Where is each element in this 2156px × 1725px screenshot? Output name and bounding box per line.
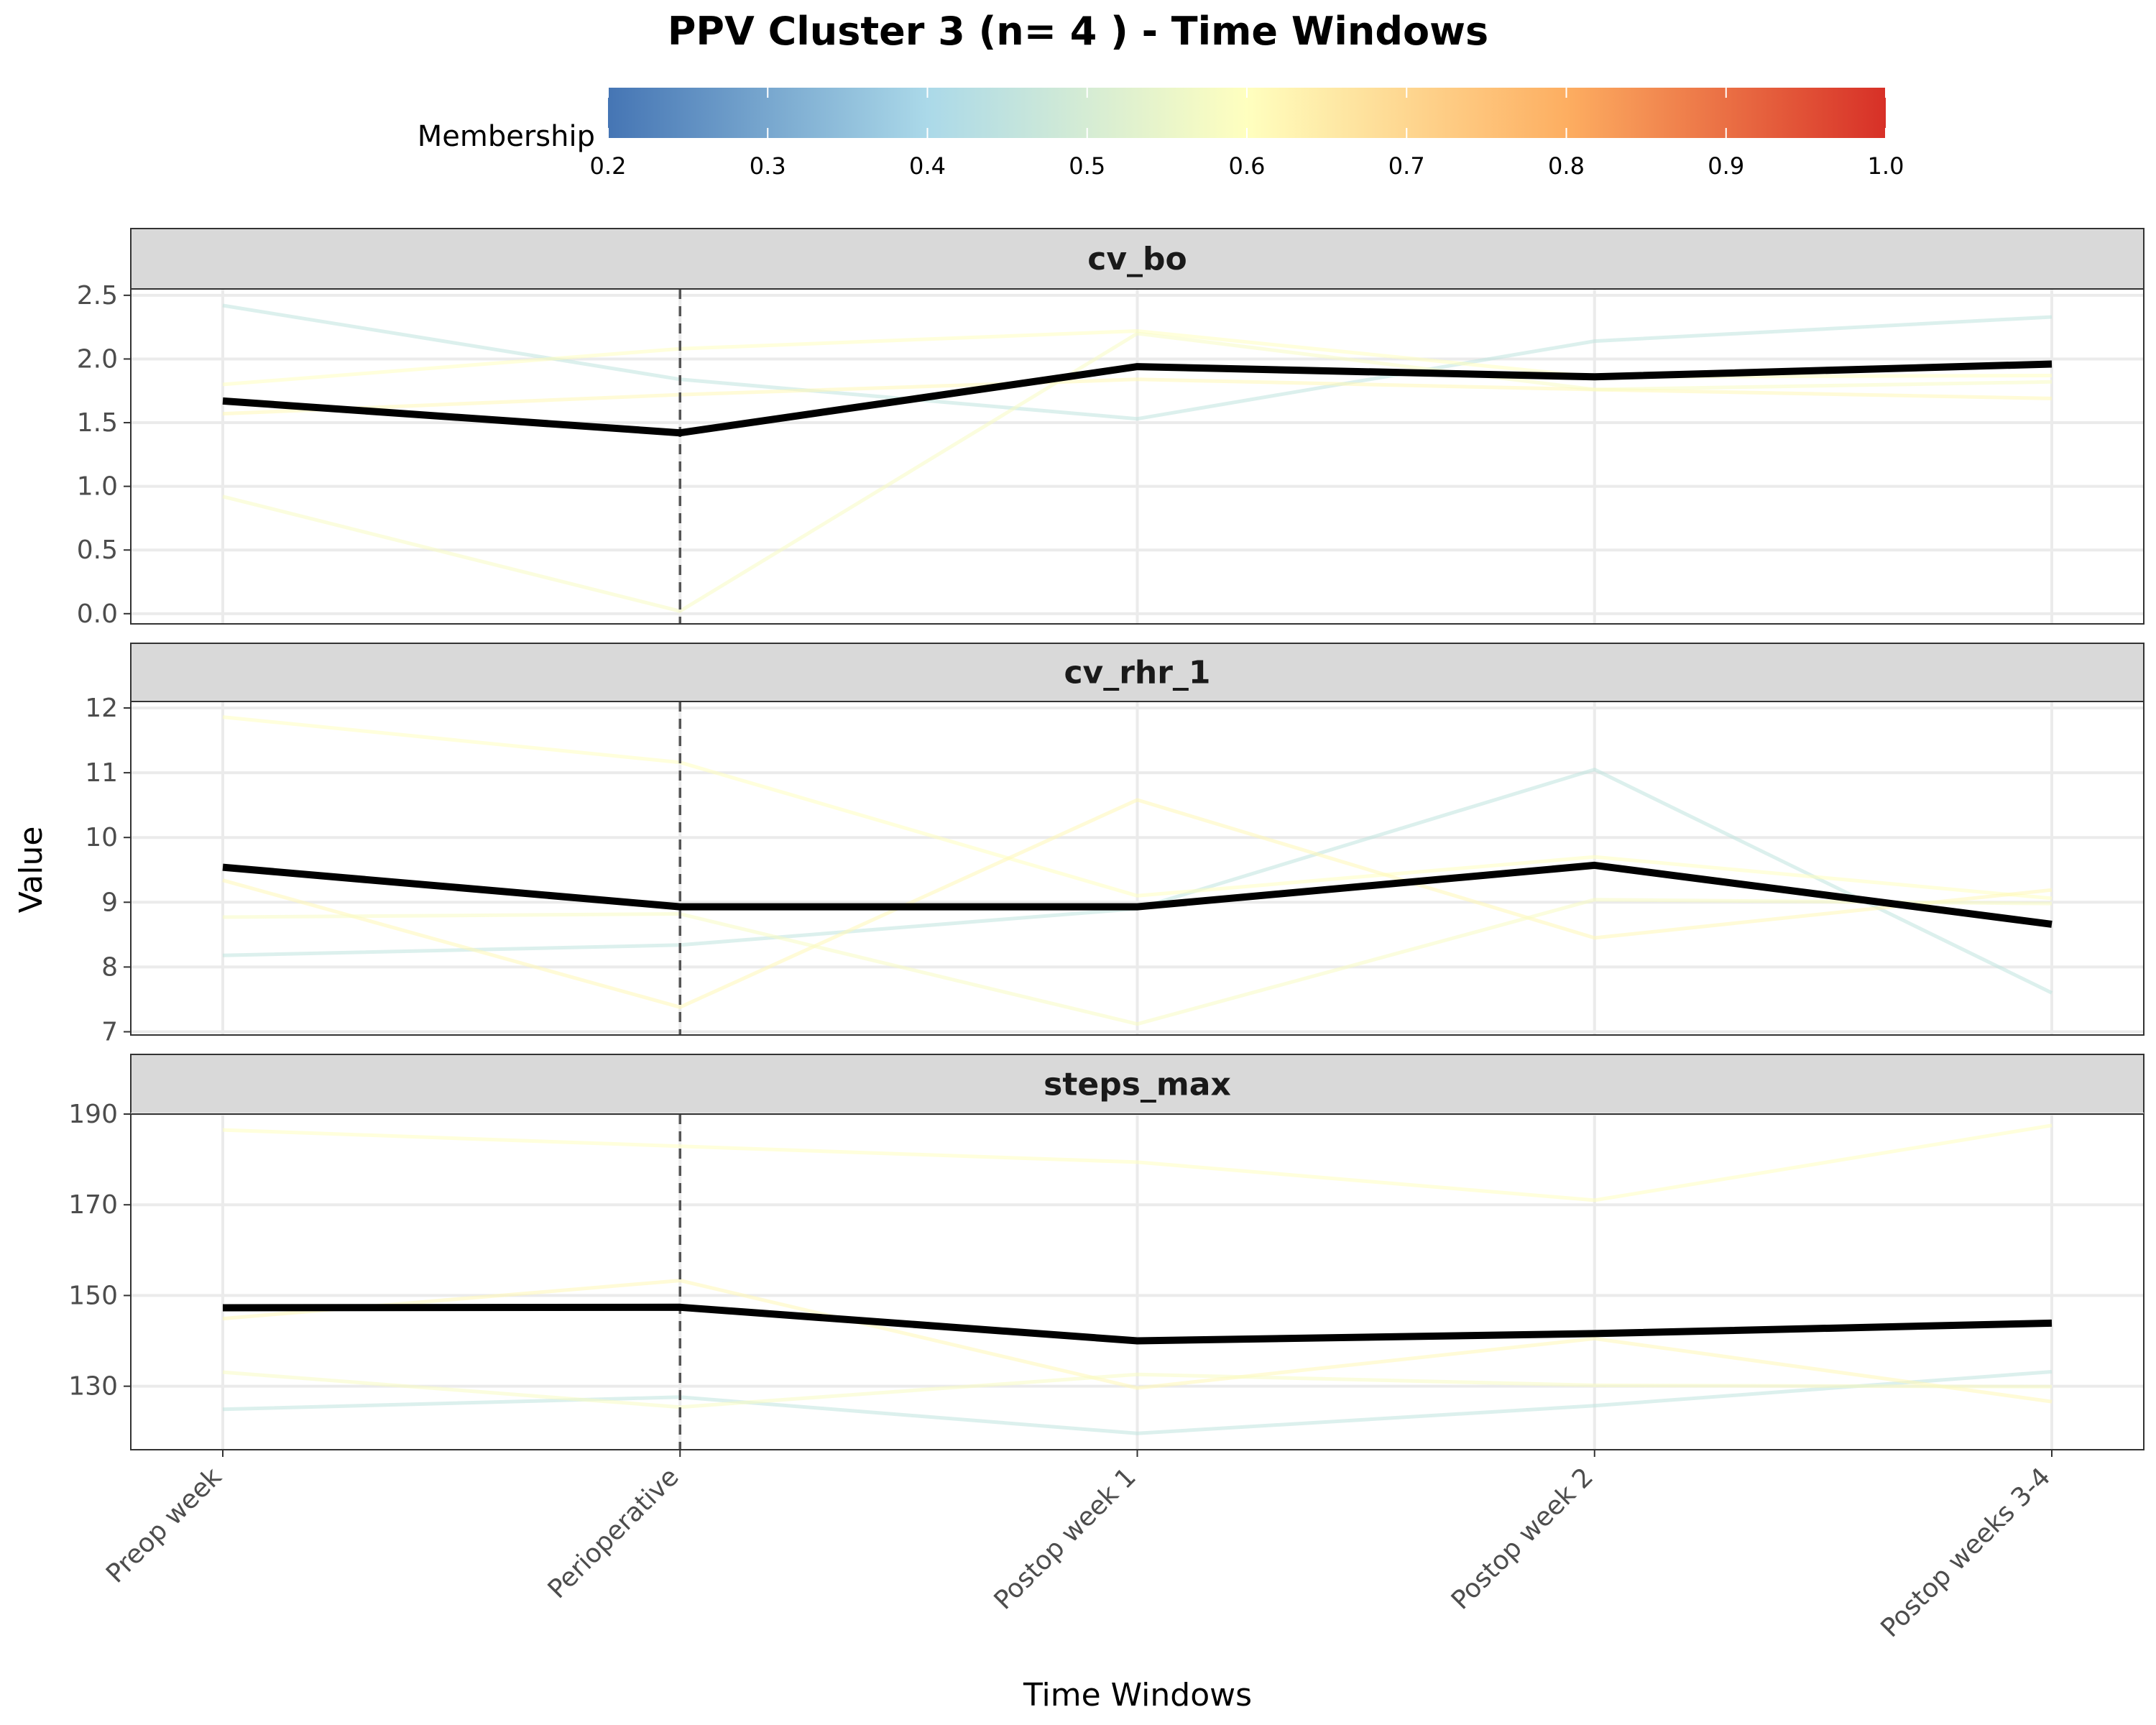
member-line <box>222 1370 2053 1435</box>
legend-title: Membership <box>418 120 595 153</box>
y-tick-label: 0.5 <box>77 535 118 565</box>
y-tick-label: 8 <box>101 952 118 982</box>
x-axis: Preop week Perioperative Postop week 1 Post… <box>101 1450 2056 1643</box>
colorbar-tick-label: 0.7 <box>1388 152 1425 180</box>
facet-panel-cv_bo: cv_bo 0.0 0.5 1.0 1.5 2.0 2.5 <box>77 228 2145 629</box>
member-line <box>222 331 2053 613</box>
mean-line <box>222 360 2053 437</box>
y-tick-label: 150 <box>68 1281 118 1310</box>
facet-label: cv_bo <box>1087 241 1187 277</box>
colorbar-tick-label: 0.9 <box>1708 152 1744 180</box>
y-tick-label: 130 <box>68 1372 118 1402</box>
chart-title: PPV Cluster 3 (n= 4 ) - Time Windows <box>668 9 1488 54</box>
colorbar-tick-label: 0.5 <box>1069 152 1105 180</box>
mean-line <box>222 861 2053 928</box>
panel-border <box>130 288 2145 625</box>
panel-border <box>130 701 2145 1036</box>
member-line <box>222 798 2053 1009</box>
facet-strip <box>130 1054 2145 1115</box>
y-tick-label: 1.5 <box>77 408 118 438</box>
y-tick-label: 170 <box>68 1190 118 1220</box>
colorbar-tick-label: 1.0 <box>1868 152 1904 180</box>
x-tick-label: Postop week 2 <box>1446 1462 1599 1615</box>
colorbar-tick-label: 0.6 <box>1229 152 1266 180</box>
facet-strip <box>130 228 2145 290</box>
y-tick-label: 2.0 <box>77 344 118 374</box>
y-tick-label: 190 <box>68 1100 118 1129</box>
x-tick-label: Perioperative <box>543 1462 685 1604</box>
y-tick-label: 12 <box>85 694 118 723</box>
member-line <box>222 303 2053 421</box>
member-line <box>222 715 2053 901</box>
facet-strip <box>130 643 2145 702</box>
y-tick-label: 11 <box>85 758 118 788</box>
y-tick-label: 1.0 <box>77 472 118 502</box>
y-tick-label: 0.0 <box>77 599 118 629</box>
color-legend: Membership 0.2 0.3 0.4 0.5 0.6 0.7 0.8 0.9 1.0 <box>418 88 1904 180</box>
member-line <box>222 898 2053 1026</box>
member-line <box>222 1370 2053 1409</box>
colorbar-tick-label: 0.4 <box>909 152 946 180</box>
y-tick-label: 7 <box>101 1017 118 1046</box>
member-line <box>222 329 2053 387</box>
facet-label: steps_max <box>1044 1067 1231 1103</box>
facet-panel-cv_rhr_1: cv_rhr_1 7 8 9 10 11 12 <box>85 643 2145 1046</box>
y-axis-title: Value <box>13 827 50 914</box>
member-line <box>222 1279 2053 1404</box>
mean-line <box>222 1303 2053 1345</box>
x-tick-label: Preop week <box>101 1462 227 1588</box>
facet-panel-steps_max: steps_max 130 150 170 190 <box>68 1054 2145 1450</box>
member-line <box>222 377 2053 416</box>
y-tick-label: 10 <box>85 823 118 852</box>
x-tick-label: Postop week 1 <box>989 1462 1142 1615</box>
member-line <box>222 1123 2053 1202</box>
x-axis-title: Time Windows <box>1023 1677 1252 1714</box>
facet-label: cv_rhr_1 <box>1064 655 1210 691</box>
colorbar-tick-label: 0.3 <box>750 152 786 180</box>
x-tick-label: Postop weeks 3-4 <box>1875 1462 2056 1643</box>
colorbar-tick-label: 0.8 <box>1548 152 1585 180</box>
y-tick-label: 2.5 <box>77 281 118 310</box>
colorbar-tick-label: 0.2 <box>590 152 627 180</box>
y-tick-label: 9 <box>101 888 118 917</box>
